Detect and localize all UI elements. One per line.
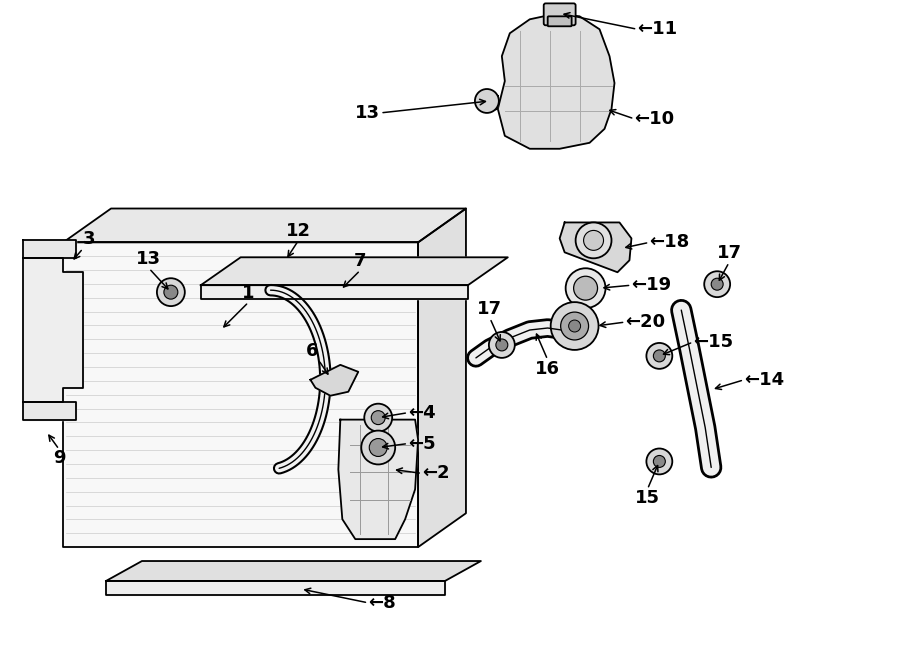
Polygon shape [201,257,508,285]
Circle shape [646,343,672,369]
Text: ←4: ←4 [408,404,436,422]
Circle shape [551,302,598,350]
Text: 13: 13 [137,251,161,268]
Polygon shape [106,581,445,595]
Circle shape [364,404,392,432]
Text: ←8: ←8 [368,594,396,612]
Polygon shape [23,402,76,420]
Circle shape [489,332,515,358]
Circle shape [576,223,611,258]
Text: ←15: ←15 [693,333,733,351]
Polygon shape [560,223,632,272]
Text: 9: 9 [53,449,66,467]
Text: 6: 6 [306,342,319,360]
Circle shape [653,455,665,467]
Text: ←2: ←2 [422,465,450,483]
Text: ←11: ←11 [637,20,678,38]
Polygon shape [63,243,418,547]
Text: ←5: ←5 [408,434,436,453]
Text: ←19: ←19 [632,276,671,294]
Circle shape [565,268,606,308]
Text: ←20: ←20 [626,313,666,331]
Circle shape [573,276,598,300]
Polygon shape [106,561,481,581]
Text: 1: 1 [242,284,255,302]
Text: 16: 16 [536,360,560,378]
Circle shape [704,271,730,297]
Text: ←18: ←18 [650,233,689,251]
Circle shape [711,278,724,290]
Text: 12: 12 [286,222,311,241]
Text: ←14: ←14 [744,371,784,389]
Polygon shape [484,91,498,111]
Polygon shape [338,420,418,539]
Circle shape [561,312,589,340]
Text: 17: 17 [716,245,742,262]
FancyBboxPatch shape [548,17,572,26]
Circle shape [361,430,395,465]
Circle shape [653,350,665,362]
Circle shape [569,320,580,332]
Circle shape [157,278,184,306]
Polygon shape [418,208,466,547]
Polygon shape [63,208,466,243]
Circle shape [369,438,387,457]
Circle shape [583,231,604,251]
Polygon shape [498,13,615,149]
Text: 7: 7 [354,253,366,270]
Circle shape [164,285,178,299]
Circle shape [371,410,385,424]
Text: 3: 3 [83,230,95,249]
Circle shape [646,449,672,475]
Polygon shape [310,365,358,396]
Circle shape [496,339,508,351]
Text: ←10: ←10 [634,110,675,128]
FancyBboxPatch shape [544,3,576,25]
Text: 15: 15 [634,489,660,508]
Text: 17: 17 [477,300,502,318]
Polygon shape [201,285,468,299]
Polygon shape [23,241,76,258]
Text: 13: 13 [356,104,380,122]
Circle shape [475,89,499,113]
Polygon shape [23,258,83,402]
